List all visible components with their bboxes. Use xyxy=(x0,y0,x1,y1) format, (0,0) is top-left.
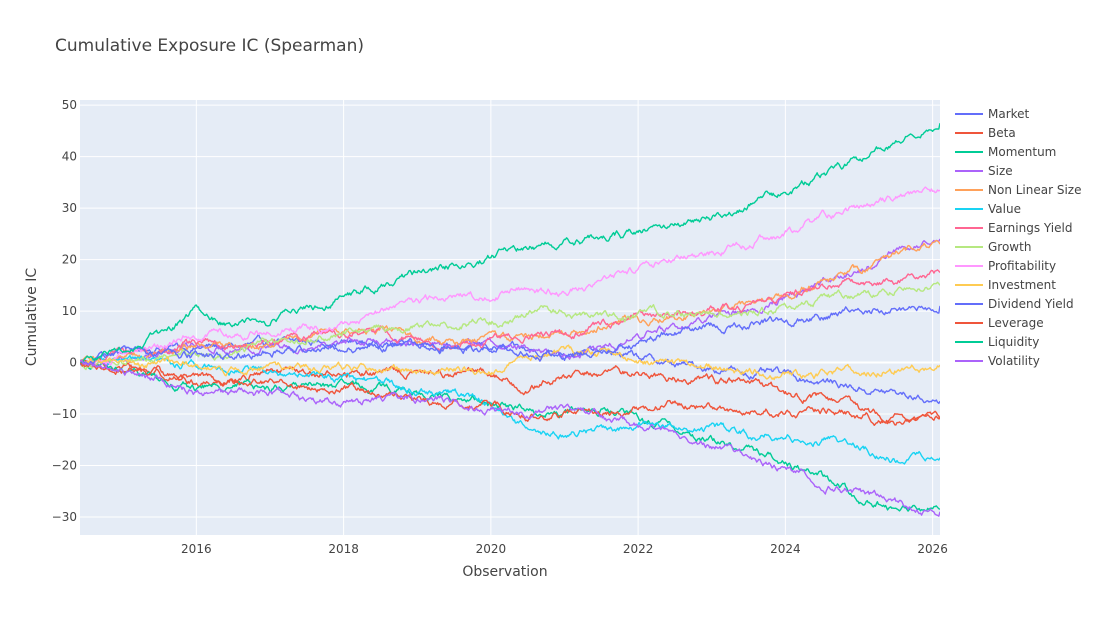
legend-item[interactable]: Market xyxy=(955,107,1030,121)
series-line xyxy=(80,359,940,512)
legend-label: Profitability xyxy=(988,259,1056,273)
y-tick-label: 0 xyxy=(69,356,77,370)
series-line xyxy=(80,305,940,366)
legend-label: Dividend Yield xyxy=(988,297,1074,311)
series-line xyxy=(80,123,940,364)
legend-item[interactable]: Leverage xyxy=(955,316,1044,330)
legend-item[interactable]: Growth xyxy=(955,240,1031,254)
legend-label: Beta xyxy=(988,126,1016,140)
series-line xyxy=(80,359,940,517)
legend-label: Liquidity xyxy=(988,335,1039,349)
legend-label: Earnings Yield xyxy=(988,221,1072,235)
legend-item[interactable]: Beta xyxy=(955,126,1016,140)
legend-item[interactable]: Profitability xyxy=(955,259,1056,273)
legend-item[interactable]: Liquidity xyxy=(955,335,1039,349)
legend-item[interactable]: Momentum xyxy=(955,145,1056,159)
y-tick-label: 50 xyxy=(62,98,77,112)
y-axis-ticks: 50 40 30 20 10 0 −10 −20 −30 xyxy=(52,98,77,524)
legend[interactable]: Market Beta Momentum Size Non Linear Size Val… xyxy=(955,107,1081,368)
series-lines xyxy=(80,123,940,517)
legend-item[interactable]: Earnings Yield xyxy=(955,221,1072,235)
legend-item[interactable]: Size xyxy=(955,164,1013,178)
y-tick-label: −30 xyxy=(52,510,77,524)
legend-label: Size xyxy=(988,164,1013,178)
y-tick-label: −10 xyxy=(52,407,77,421)
series-line xyxy=(80,344,940,381)
x-tick-label: 2024 xyxy=(770,542,801,556)
x-axis-ticks: 2016 2018 2020 2022 2024 2026 xyxy=(181,542,948,556)
legend-label: Growth xyxy=(988,240,1031,254)
x-tick-label: 2026 xyxy=(917,542,948,556)
x-tick-label: 2020 xyxy=(476,542,507,556)
legend-item[interactable]: Volatility xyxy=(955,354,1040,368)
plot-area xyxy=(80,100,940,535)
y-tick-label: 30 xyxy=(62,201,77,215)
legend-label: Market xyxy=(988,107,1030,121)
series-line xyxy=(80,269,940,369)
y-tick-label: 40 xyxy=(62,150,77,164)
x-axis-title: Observation xyxy=(462,564,547,580)
grid xyxy=(80,100,940,535)
legend-label: Investment xyxy=(988,278,1056,292)
series-line xyxy=(80,362,940,426)
chart-title: Cumulative Exposure IC (Spearman) xyxy=(55,36,364,56)
x-tick-label: 2018 xyxy=(328,542,359,556)
legend-label: Volatility xyxy=(988,354,1040,368)
legend-item[interactable]: Dividend Yield xyxy=(955,297,1074,311)
series-line xyxy=(80,186,940,367)
y-tick-label: −20 xyxy=(52,459,77,473)
y-tick-label: 10 xyxy=(62,304,77,318)
legend-item[interactable]: Investment xyxy=(955,278,1056,292)
series-line xyxy=(80,281,940,371)
x-tick-label: 2016 xyxy=(181,542,212,556)
legend-label: Value xyxy=(988,202,1021,216)
series-line xyxy=(80,240,940,363)
y-axis-title: Cumulative IC xyxy=(24,268,40,366)
legend-label: Leverage xyxy=(988,316,1044,330)
y-tick-label: 20 xyxy=(62,253,77,267)
x-tick-label: 2022 xyxy=(623,542,654,556)
legend-item[interactable]: Non Linear Size xyxy=(955,183,1081,197)
legend-label: Non Linear Size xyxy=(988,183,1081,197)
legend-item[interactable]: Value xyxy=(955,202,1021,216)
legend-label: Momentum xyxy=(988,145,1056,159)
